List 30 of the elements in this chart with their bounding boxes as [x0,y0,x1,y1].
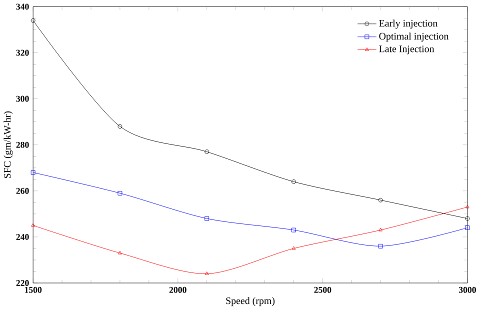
point [378,198,383,202]
x-tick-label: 2000 [169,286,186,293]
point [118,250,122,254]
point [118,124,122,129]
point [378,244,383,248]
legend-label: Late Injection [379,46,434,54]
point [204,150,210,154]
point [204,272,209,276]
y-tick-label: 240 [16,234,29,240]
point [118,191,122,196]
legend-label: Early injection [379,20,438,29]
y-tick-label: 320 [16,50,29,56]
point [292,246,296,250]
y-tick-label: 280 [16,142,29,148]
y-axis-title: SFC (gm/kW-hr) [4,111,13,178]
point [204,216,210,221]
point [30,170,36,175]
x-tick-label: 2500 [314,286,332,293]
y-tick-label: 220 [16,280,29,286]
point [292,228,296,232]
x-tick-label: 1500 [24,286,42,293]
y-tick-label: 260 [16,188,29,194]
point [465,226,470,230]
y-tick-label: 340 [16,4,29,10]
x-tick-label: 3000 [458,286,476,293]
point [292,180,296,184]
y-tick-label: 300 [16,96,29,102]
legend-label: Optimal injection [379,32,449,42]
x-axis-title: Speed (rpm) [226,297,275,306]
point [378,228,383,232]
